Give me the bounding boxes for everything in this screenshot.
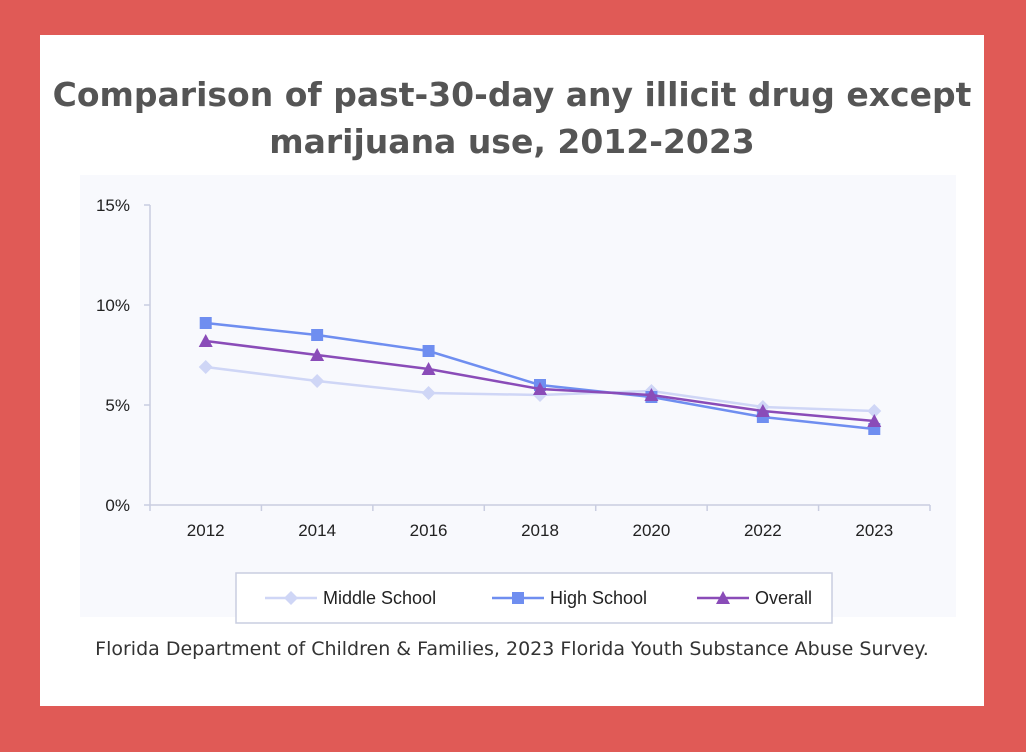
data-point	[644, 388, 659, 401]
x-tick-label: 2018	[521, 521, 559, 540]
legend-marker	[512, 592, 524, 604]
y-tick-label: 0%	[105, 496, 130, 515]
legend-marker	[716, 591, 730, 604]
chart-card: Comparison of past-30-day any illicit dr…	[40, 35, 984, 706]
x-tick-label: 2023	[855, 521, 893, 540]
data-point	[311, 329, 324, 341]
x-tick-label: 2022	[744, 521, 782, 540]
data-point	[422, 345, 435, 357]
data-point	[310, 374, 325, 388]
x-tick-label: 2012	[187, 521, 225, 540]
legend-marker	[284, 591, 298, 605]
chart-title: Comparison of past-30-day any illicit dr…	[52, 75, 972, 161]
legend-label: Middle School	[323, 588, 436, 608]
source-citation: Florida Department of Children & Familie…	[95, 638, 929, 660]
axes: 0% 5% 10% 15% 2012 2014 2016 2018 2020 2022 2023	[96, 196, 931, 540]
data-point	[867, 414, 882, 427]
data-point	[198, 360, 213, 374]
y-tick-label: 10%	[96, 296, 130, 315]
data-point	[421, 386, 436, 400]
x-tick-label: 2016	[410, 521, 448, 540]
legend-item: High School	[492, 588, 647, 608]
legend-label: Overall	[755, 588, 812, 608]
data-point	[199, 317, 212, 329]
legend-label: High School	[550, 588, 647, 608]
legend: Middle School High School Overall	[235, 572, 833, 624]
data-point	[755, 404, 770, 417]
legend-item: Middle School	[265, 588, 436, 608]
y-tick-label: 5%	[105, 396, 130, 415]
data-point	[198, 334, 213, 347]
chart-background	[80, 175, 956, 617]
line-chart: 0% 5% 10% 15% 2012 2014 2016 2018 2020 2022 2023 M…	[96, 196, 931, 624]
x-tick-label: 2014	[298, 521, 336, 540]
series-high-school	[199, 317, 881, 435]
series-overall	[198, 334, 882, 427]
legend-item: Overall	[697, 588, 812, 608]
y-tick-label: 15%	[96, 196, 130, 215]
data-point	[867, 404, 882, 418]
series-lines	[198, 317, 882, 435]
data-point	[533, 382, 547, 395]
x-tick-label: 2020	[633, 521, 671, 540]
data-point	[310, 348, 325, 361]
data-point	[421, 362, 436, 375]
